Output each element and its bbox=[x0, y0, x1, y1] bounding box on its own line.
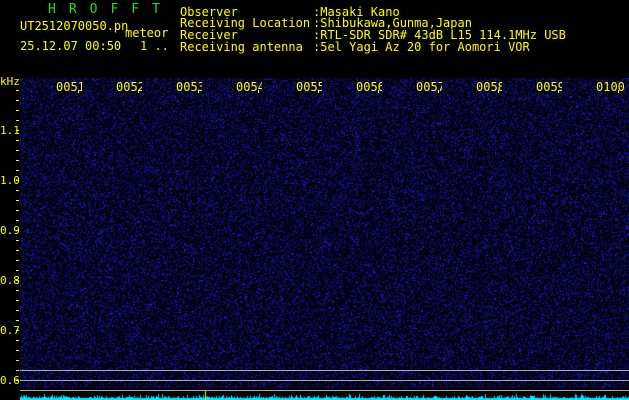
time-tick bbox=[138, 90, 139, 93]
mode-label: meteor bbox=[125, 27, 168, 39]
freq-tick bbox=[16, 160, 19, 161]
freq-tick bbox=[16, 350, 19, 351]
time-tick bbox=[498, 90, 499, 93]
time-tick bbox=[558, 90, 559, 93]
freq-tick bbox=[16, 370, 19, 371]
time-tick bbox=[318, 90, 319, 93]
freq-tick bbox=[16, 100, 19, 101]
time-tick bbox=[378, 90, 379, 93]
freq-tick bbox=[16, 140, 19, 141]
divider-line bbox=[20, 370, 629, 371]
freq-tick bbox=[16, 150, 19, 151]
freq-tick bbox=[16, 220, 19, 221]
freq-tick bbox=[16, 90, 19, 91]
freq-tick bbox=[16, 180, 19, 181]
waterfall-spectrogram bbox=[20, 78, 629, 400]
time-tick bbox=[258, 90, 259, 93]
freq-tick bbox=[16, 190, 19, 191]
divider-line bbox=[20, 380, 629, 381]
freq-tick bbox=[16, 360, 19, 361]
freq-tick bbox=[16, 110, 19, 111]
count: 1 .. bbox=[140, 40, 169, 52]
divider-line bbox=[20, 390, 629, 391]
freq-tick bbox=[16, 120, 19, 121]
freq-tick bbox=[16, 130, 19, 131]
freq-tick bbox=[16, 280, 19, 281]
freq-tick bbox=[16, 320, 19, 321]
time-tick bbox=[78, 90, 79, 93]
time-tick bbox=[618, 90, 619, 93]
freq-tick bbox=[16, 210, 19, 211]
freq-tick bbox=[16, 340, 19, 341]
unit-label: kHz bbox=[0, 76, 20, 88]
antenna-value: :5el Yagi Az 20 for Aomori VOR bbox=[313, 41, 530, 53]
freq-tick bbox=[16, 300, 19, 301]
freq-tick bbox=[16, 380, 19, 381]
freq-tick bbox=[16, 290, 19, 291]
freq-tick bbox=[16, 330, 19, 331]
freq-tick bbox=[16, 200, 19, 201]
time-tick bbox=[438, 90, 439, 93]
freq-tick bbox=[16, 240, 19, 241]
freq-tick bbox=[16, 260, 19, 261]
app-title: HROFFT bbox=[48, 4, 173, 16]
freq-tick bbox=[16, 230, 19, 231]
freq-tick bbox=[16, 270, 19, 271]
freq-tick bbox=[16, 250, 19, 251]
datetime: 25.12.07 00:50 bbox=[20, 40, 121, 52]
antenna-label: Receiving antenna bbox=[180, 41, 303, 53]
time-tick-label: 0100 bbox=[596, 80, 626, 94]
time-tick bbox=[198, 90, 199, 93]
freq-tick bbox=[16, 310, 19, 311]
filename: UT2512070050.pn bbox=[20, 20, 128, 32]
freq-tick bbox=[16, 170, 19, 171]
